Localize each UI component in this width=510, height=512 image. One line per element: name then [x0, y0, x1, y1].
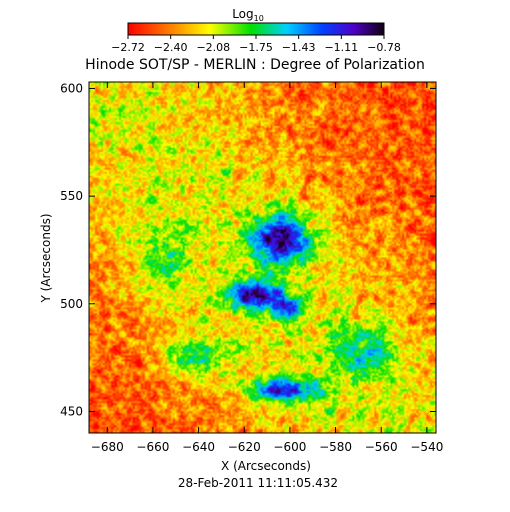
heatmap-image [89, 82, 436, 433]
colorbar-tick-label: −1.11 [324, 41, 358, 54]
plot-area: −680 −660 −640 −620 −600 −580 −560 −540 450 500 5… [60, 81, 443, 454]
x-tick-label: −620 [228, 440, 261, 454]
chart-title: Hinode SOT/SP - MERLIN : Degree of Polar… [85, 57, 425, 73]
y-tick-label: 550 [60, 189, 83, 203]
colorbar-label: Log10 [232, 7, 264, 23]
y-axis: 450 500 550 600 [60, 81, 436, 418]
x-tick-label: −660 [136, 440, 169, 454]
x-axis: −680 −660 −640 −620 −600 −580 −560 −540 [91, 82, 443, 454]
x-axis-label: X (Arcseconds) [221, 459, 311, 473]
x-tick-label: −580 [319, 440, 352, 454]
colorbar: Log10 −2.72 −2.40 −2.08 −1.75 −1.43 −1.11 −0.7… [111, 7, 401, 54]
x-tick-label: −640 [182, 440, 215, 454]
x-tick-label: −540 [410, 440, 443, 454]
y-tick-label: 500 [60, 297, 83, 311]
colorbar-tick-label: −2.40 [154, 41, 188, 54]
plot-frame [88, 81, 437, 434]
timestamp: 28-Feb-2011 11:11:05.432 [178, 476, 338, 490]
y-axis-label: Y (Arcseconds) [39, 213, 53, 303]
y-tick-label: 450 [60, 404, 83, 418]
x-tick-label: −680 [91, 440, 124, 454]
x-tick-label: −560 [365, 440, 398, 454]
y-tick-label: 600 [60, 81, 83, 95]
colorbar-tick-label: −1.75 [239, 41, 273, 54]
colorbar-tick-label: −0.78 [367, 41, 401, 54]
colorbar-ticks: −2.72 −2.40 −2.08 −1.75 −1.43 −1.11 −0.78 [111, 35, 401, 54]
colorbar-tick-label: −2.08 [196, 41, 230, 54]
x-tick-label: −600 [273, 440, 306, 454]
colorbar-gradient [127, 22, 385, 36]
colorbar-tick-label: −1.43 [282, 41, 316, 54]
colorbar-tick-label: −2.72 [111, 41, 145, 54]
